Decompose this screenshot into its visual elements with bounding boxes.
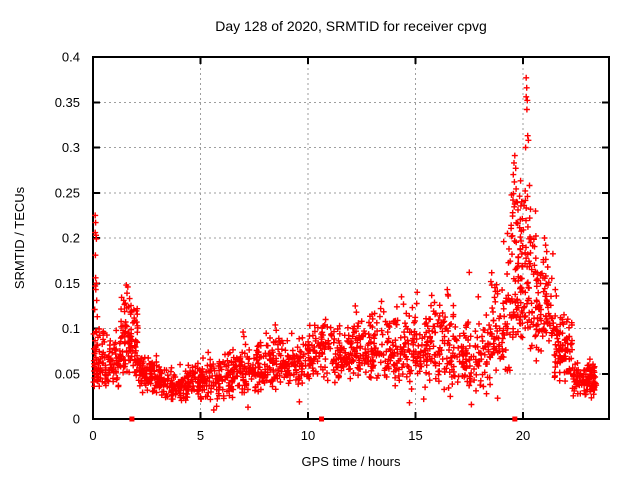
data-points xyxy=(90,74,600,413)
y-tick-labels: 0 0.05 0.1 0.15 0.2 0.25 0.3 0.35 0.4 xyxy=(55,50,80,427)
svg-text:0.3: 0.3 xyxy=(62,140,80,155)
svg-text:0.4: 0.4 xyxy=(62,50,80,65)
baseline-square-markers xyxy=(129,416,518,422)
svg-text:0.15: 0.15 xyxy=(55,276,80,291)
svg-text:0.25: 0.25 xyxy=(55,185,80,200)
x-axis-label: GPS time / hours xyxy=(302,454,401,469)
svg-text:0.1: 0.1 xyxy=(62,321,80,336)
y-axis-label: SRMTID / TECUs xyxy=(12,186,27,289)
chart-title: Day 128 of 2020, SRMTID for receiver cpv… xyxy=(215,18,487,34)
svg-text:20: 20 xyxy=(516,428,530,443)
svg-text:10: 10 xyxy=(301,428,315,443)
x-tick-labels: 0 5 10 15 20 xyxy=(89,428,530,443)
svg-text:15: 15 xyxy=(408,428,422,443)
svg-text:5: 5 xyxy=(197,428,204,443)
svg-text:0.05: 0.05 xyxy=(55,366,80,381)
svg-text:0.35: 0.35 xyxy=(55,95,80,110)
svg-text:0: 0 xyxy=(89,428,96,443)
svg-text:0.2: 0.2 xyxy=(62,231,80,246)
svg-text:0: 0 xyxy=(73,412,80,427)
